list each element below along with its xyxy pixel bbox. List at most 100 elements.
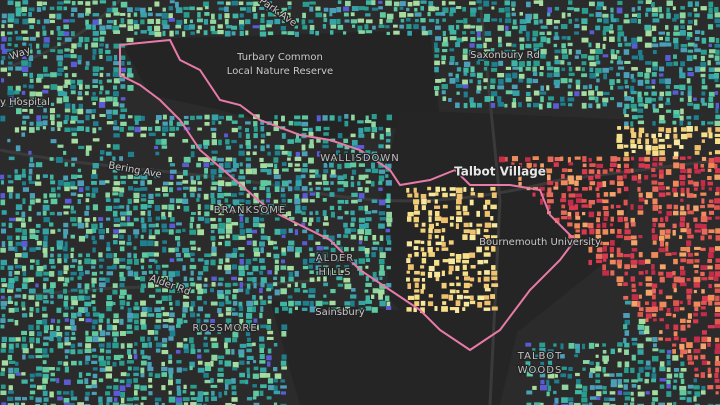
building bbox=[483, 252, 491, 257]
building bbox=[211, 120, 216, 125]
building bbox=[686, 319, 692, 323]
building bbox=[134, 325, 139, 331]
building bbox=[708, 151, 712, 155]
building bbox=[463, 72, 468, 76]
building bbox=[651, 85, 655, 89]
building bbox=[141, 115, 145, 121]
building bbox=[232, 247, 238, 253]
building bbox=[70, 174, 78, 180]
building bbox=[631, 156, 635, 161]
building bbox=[245, 139, 251, 146]
building bbox=[70, 306, 74, 310]
building bbox=[414, 210, 420, 215]
building bbox=[231, 174, 235, 179]
building bbox=[491, 91, 498, 97]
building bbox=[21, 66, 29, 73]
building bbox=[161, 12, 168, 19]
building bbox=[540, 361, 545, 368]
building bbox=[281, 330, 287, 337]
building bbox=[260, 18, 265, 24]
building bbox=[337, 205, 342, 211]
building bbox=[687, 49, 694, 53]
building bbox=[224, 379, 232, 385]
building bbox=[280, 391, 286, 395]
building bbox=[568, 162, 574, 166]
building bbox=[372, 241, 380, 245]
building bbox=[413, 0, 420, 6]
building bbox=[540, 36, 547, 43]
building bbox=[162, 24, 170, 30]
building bbox=[386, 240, 392, 245]
building bbox=[203, 30, 208, 36]
building bbox=[442, 48, 448, 53]
building bbox=[189, 186, 197, 192]
building bbox=[567, 157, 571, 163]
building bbox=[232, 367, 238, 371]
building bbox=[315, 6, 321, 11]
building bbox=[302, 193, 308, 199]
building bbox=[141, 223, 147, 229]
building bbox=[183, 348, 189, 354]
building bbox=[29, 390, 36, 395]
building bbox=[659, 150, 665, 156]
building bbox=[680, 270, 686, 276]
building bbox=[602, 54, 609, 58]
building bbox=[413, 187, 417, 193]
building bbox=[421, 222, 426, 227]
building bbox=[463, 295, 471, 299]
building bbox=[182, 247, 190, 253]
building bbox=[519, 19, 527, 24]
building bbox=[98, 102, 106, 108]
building bbox=[435, 276, 440, 282]
building bbox=[714, 360, 720, 366]
building bbox=[574, 156, 581, 160]
building bbox=[435, 186, 440, 192]
building bbox=[267, 385, 275, 391]
building bbox=[161, 276, 168, 280]
building bbox=[441, 84, 448, 90]
building bbox=[1, 13, 7, 19]
building bbox=[378, 294, 383, 300]
building bbox=[659, 349, 665, 353]
building bbox=[224, 192, 232, 197]
building bbox=[694, 259, 700, 263]
building bbox=[463, 187, 467, 192]
building bbox=[631, 55, 639, 60]
building bbox=[267, 330, 274, 335]
building bbox=[540, 379, 545, 385]
building bbox=[224, 204, 232, 209]
building bbox=[119, 67, 126, 73]
building bbox=[281, 324, 288, 330]
building bbox=[211, 30, 218, 35]
building bbox=[596, 103, 601, 109]
building bbox=[596, 169, 601, 174]
building bbox=[281, 354, 287, 360]
building bbox=[266, 283, 274, 290]
building bbox=[57, 144, 64, 148]
building bbox=[49, 222, 54, 227]
building bbox=[372, 271, 377, 278]
building bbox=[645, 0, 652, 5]
building bbox=[638, 145, 643, 149]
building bbox=[161, 361, 165, 367]
building bbox=[77, 193, 83, 198]
building bbox=[28, 205, 32, 212]
building bbox=[133, 253, 137, 259]
building bbox=[56, 378, 60, 384]
building bbox=[85, 1, 91, 6]
building bbox=[700, 235, 705, 241]
building bbox=[630, 103, 637, 109]
building bbox=[687, 19, 693, 24]
building bbox=[700, 97, 705, 103]
building bbox=[267, 378, 273, 384]
building bbox=[155, 288, 162, 293]
building bbox=[134, 126, 142, 133]
building bbox=[623, 163, 629, 168]
building bbox=[210, 384, 218, 388]
building bbox=[407, 13, 414, 17]
building bbox=[483, 204, 488, 210]
building bbox=[169, 312, 175, 318]
building bbox=[175, 24, 182, 29]
building bbox=[610, 216, 614, 222]
building bbox=[343, 181, 349, 188]
